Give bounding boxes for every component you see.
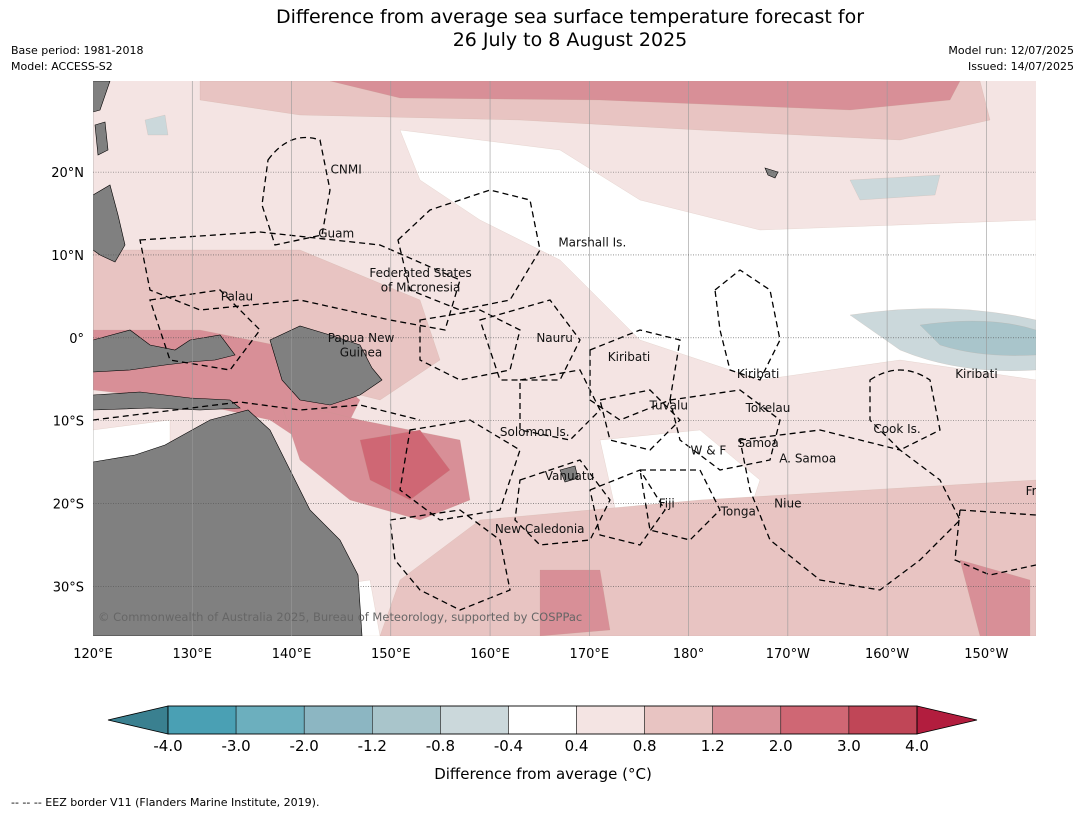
island-taiwan [94,121,109,156]
lat-tick-label: 20°N [51,166,84,181]
colorbar-bin [167,705,237,735]
base-period: Base period: 1981-2018 [11,44,144,57]
place-label: Palau [221,289,253,303]
place-label: of Micronesia [381,280,461,294]
colorbar-tick-label: 0.8 [633,737,657,755]
colorbar-tick-label: -2.0 [290,737,319,755]
colorbar-tick-label: -1.2 [358,737,387,755]
place-label: Guinea [340,346,383,360]
island-north [93,81,111,113]
colorbar-bin [780,705,850,735]
place-label: Solomon Is. [500,425,570,439]
australia-land [93,409,363,636]
lon-tick-label: 120°E [73,647,113,662]
place-label: Vanuatu [545,469,595,483]
lon-tick-label: 140°E [272,647,312,662]
colorbar-tick-label: -0.8 [426,737,455,755]
place-label: Kiribati [737,367,779,381]
place-label: Kiribati [608,350,650,364]
lon-tick-label: 150°E [371,647,411,662]
title: Difference from average sea surface temp… [0,6,1085,52]
philippines-land [93,184,126,263]
lon-tick-label: 170°W [766,647,810,662]
title-line-2: 26 July to 8 August 2025 [452,29,688,51]
colorbar-bin [576,705,645,735]
meta-right: Model run: 12/07/2025 Issued: 14/07/2025 [948,43,1074,75]
fiji-land [559,465,579,483]
place-label: New Caledonia [495,522,585,536]
graticule [93,81,1036,636]
colorbar-bin [848,705,918,735]
colorbar-tick-label: 1.2 [701,737,725,755]
place-label: Niue [774,496,801,510]
place-label: A. Samoa [779,452,836,466]
lat-tick-label: 20°S [53,497,84,512]
model-name: Model: ACCESS-S2 [11,60,113,73]
eez-legend: -- -- -- EEZ border V11 (Flanders Marine… [11,796,320,809]
lat-tick-label: 30°S [53,580,84,595]
lon-tick-label: 170°E [570,647,610,662]
colorbar-bin [303,705,373,735]
colorbar-label: Difference from average (°C) [434,765,652,783]
colorbar-under-triangle [107,705,169,735]
lat-tick-label: 10°N [51,249,84,264]
colorbar-tick-label: 3.0 [837,737,861,755]
lon-tick-label: 180° [673,647,704,662]
lat-tick-label: 0° [69,332,84,347]
land-masses [93,81,779,636]
colorbar-tick-label: 4.0 [905,737,929,755]
lon-tick-label: 160°E [470,647,510,662]
place-label: French Polynesia [1026,484,1085,498]
copyright-notice: © Commonwealth of Australia 2025, Bureau… [98,610,582,624]
place-label: W & F [691,443,727,457]
issued-date: Issued: 14/07/2025 [967,60,1074,73]
place-label: Tonga [720,505,756,519]
model-run: Model run: 12/07/2025 [948,44,1074,57]
lon-tick-label: 160°W [865,647,909,662]
place-label: Cook Is. [873,422,920,436]
hawaii-land [764,167,779,179]
colorbar-bin [235,705,305,735]
colorbar-tick-label: 2.0 [769,737,793,755]
colorbar-tick-label: -3.0 [221,737,250,755]
colorbar-tick-label: -4.0 [153,737,182,755]
colorbar-bin [644,705,713,735]
place-label: Federated States [369,266,471,280]
title-line-1: Difference from average sea surface temp… [275,6,865,28]
colorbar-frame [167,705,918,735]
place-label: Papua New [328,331,395,345]
colorbar-bin [712,705,782,735]
place-label: CNMI [330,163,361,177]
colorbar-bin [372,705,441,735]
lesser-sunda-land [93,391,241,411]
place-label: Nauru [536,331,572,345]
colorbar: -4.0 -3.0 -2.0 -1.2 -0.8 -0.4 0.4 0.8 1.2 2.0 3.0 4… [107,705,978,755]
place-label: Marshall Is. [558,236,626,250]
place-label: Fiji [659,496,675,510]
place-label: Guam [318,226,354,240]
lon-tick-label: 130°E [172,647,212,662]
colorbar-bin [440,705,509,735]
colorbar-tick-label: 0.4 [565,737,589,755]
place-label: Kiribati [955,367,997,381]
colorbar-tick-label: -0.4 [494,737,523,755]
eez-borders [93,136,1036,611]
axis-labels: 120°E 130°E 140°E 150°E 160°E 170°E 180° 170°W 1… [51,166,1008,662]
new-guinea-land [269,325,383,406]
colorbar-bin [508,705,577,735]
meta-left: Base period: 1981-2018 Model: ACCESS-S2 [11,43,143,75]
place-label: Tuvalu [648,399,688,413]
place-label: Samoa [737,436,778,450]
place-label: Tokelau [745,401,791,415]
indonesia-land [93,329,236,373]
lat-tick-label: 10°S [53,415,84,430]
colorbar-over-triangle [916,705,978,735]
lon-tick-label: 150°W [964,647,1008,662]
